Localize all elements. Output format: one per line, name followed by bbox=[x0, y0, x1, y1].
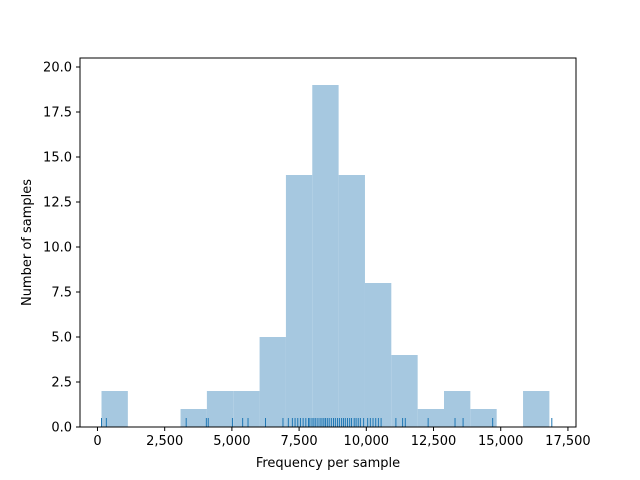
histogram-bar bbox=[523, 391, 550, 427]
y-tick-label: 2.5 bbox=[51, 376, 72, 391]
histogram-bar bbox=[101, 391, 128, 427]
y-axis-label: Number of samples bbox=[20, 179, 35, 306]
histogram-bar bbox=[338, 175, 365, 427]
axes-frame bbox=[79, 57, 577, 428]
histogram-bar bbox=[285, 175, 313, 427]
y-tick-label: 5.0 bbox=[51, 331, 72, 346]
y-axis-ticks: 0.0 2.5 5.0 7.5 10.0 12.5 15.0 17.5 20.0 bbox=[43, 61, 80, 436]
histogram-bar bbox=[180, 409, 207, 427]
y-tick-label: 17.5 bbox=[43, 106, 72, 121]
y-tick-label: 12.5 bbox=[43, 196, 72, 211]
histogram-bar bbox=[233, 391, 260, 427]
x-tick-label: 2,500 bbox=[146, 434, 183, 449]
x-tick-label: 10,000 bbox=[344, 434, 390, 449]
histogram-bars bbox=[101, 85, 550, 427]
x-tick-label: 5,000 bbox=[213, 434, 250, 449]
y-tick-label: 7.5 bbox=[51, 286, 72, 301]
histogram-bar bbox=[312, 85, 339, 427]
x-axis-label: Frequency per sample bbox=[256, 456, 400, 471]
histogram-bar bbox=[259, 337, 286, 427]
y-tick-label: 15.0 bbox=[43, 151, 72, 166]
x-axis-ticks: 0 2,500 5,000 7,500 10,000 12,500 15,000 17,500 bbox=[93, 427, 591, 449]
histogram-bar bbox=[391, 355, 418, 427]
rug-marks bbox=[101, 418, 553, 427]
y-tick-label: 10.0 bbox=[43, 241, 72, 256]
histogram-bar bbox=[444, 391, 471, 427]
x-tick-label: 0 bbox=[93, 434, 101, 449]
x-tick-label: 7,500 bbox=[280, 434, 317, 449]
x-tick-label: 15,000 bbox=[478, 434, 524, 449]
x-tick-label: 17,500 bbox=[545, 434, 591, 449]
histogram-bar bbox=[417, 409, 445, 427]
histogram-bar bbox=[206, 391, 234, 427]
y-tick-label: 0.0 bbox=[51, 421, 72, 436]
histogram-bar bbox=[364, 283, 392, 427]
histogram-bar bbox=[470, 409, 497, 427]
y-tick-label: 20.0 bbox=[43, 61, 72, 76]
x-tick-label: 12,500 bbox=[411, 434, 457, 449]
